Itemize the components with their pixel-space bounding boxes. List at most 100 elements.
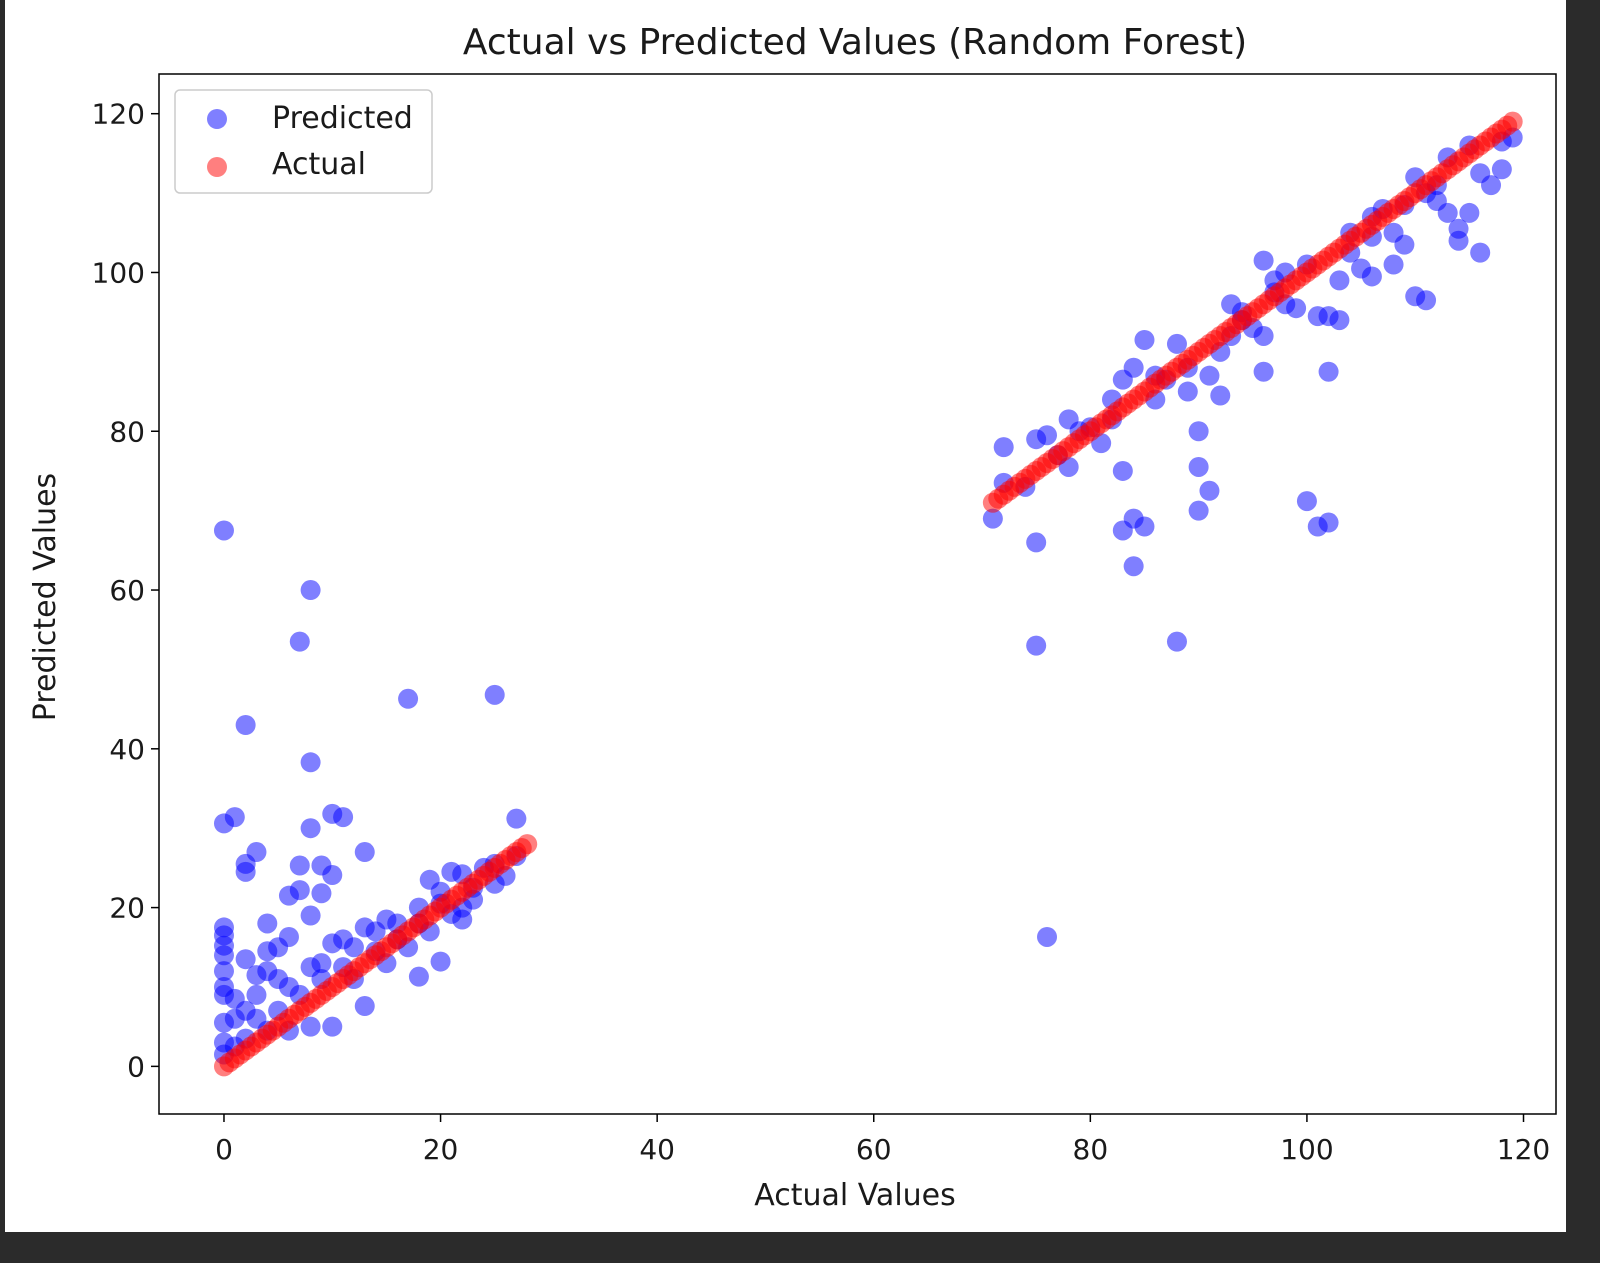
predicted-point-63 — [354, 996, 375, 1017]
predicted-point-17 — [289, 855, 310, 876]
predicted-point-1 — [300, 580, 321, 601]
chart-figure: Actual vs Predicted Values (Random Fores… — [5, 0, 1566, 1232]
predicted-point-86 — [246, 984, 267, 1005]
predicted-point-148 — [1394, 234, 1415, 255]
predicted-point-4 — [398, 688, 419, 709]
predicted-point-134 — [1296, 491, 1317, 512]
predicted-point-113 — [1112, 520, 1133, 541]
predicted-point-75 — [246, 1008, 267, 1029]
predicted-point-14 — [354, 842, 375, 863]
predicted-point-21 — [278, 885, 299, 906]
predicted-point-150 — [1416, 290, 1437, 311]
predicted-point-101 — [1037, 425, 1058, 446]
x-axis: 0 20 40 60 80 100 120 — [215, 1114, 1550, 1166]
predicted-point-137 — [1318, 361, 1339, 382]
predicted-point-119 — [1177, 381, 1198, 402]
y-tick-label: 120 — [92, 98, 145, 131]
predicted-point-108 — [1123, 357, 1144, 378]
predicted-point-36 — [278, 926, 299, 947]
legend: Predicted Actual — [174, 89, 433, 194]
predicted-point-19 — [322, 865, 343, 886]
predicted-point-3 — [235, 714, 256, 735]
predicted-point-8 — [224, 807, 245, 828]
y-tick-label: 80 — [109, 415, 145, 448]
predicted-point-161 — [1491, 159, 1512, 180]
scatter-chart: Actual vs Predicted Values (Random Fores… — [28, 22, 1557, 1213]
predicted-point-16 — [235, 861, 256, 882]
predicted-point-121 — [1188, 456, 1209, 477]
actual-point-56 — [517, 834, 538, 855]
legend-marker-actual — [207, 157, 227, 177]
x-tick-label: 0 — [215, 1133, 233, 1166]
predicted-point-48 — [365, 921, 386, 942]
predicted-point-23 — [300, 905, 321, 926]
predicted-point-156 — [1448, 218, 1469, 239]
predicted-point-94 — [993, 437, 1014, 458]
predicted-point-141 — [1329, 270, 1350, 291]
predicted-point-27 — [213, 945, 234, 966]
predicted-point-62 — [408, 966, 429, 987]
predicted-point-0 — [213, 520, 234, 541]
y-axis-label: Predicted Values — [28, 473, 63, 721]
y-tick-label: 100 — [92, 256, 145, 289]
predicted-point-158 — [1470, 242, 1491, 263]
predicted-point-114 — [1123, 556, 1144, 577]
predicted-point-130 — [1253, 361, 1274, 382]
predicted-point-22 — [311, 883, 332, 904]
predicted-point-122 — [1199, 480, 1220, 501]
predicted-point-6 — [300, 752, 321, 773]
predicted-point-28 — [213, 961, 234, 982]
predicted-point-117 — [1166, 333, 1187, 354]
y-tick-label: 20 — [109, 892, 145, 925]
y-tick-label: 0 — [127, 1050, 145, 1083]
predicted-point-157 — [1459, 202, 1480, 223]
predicted-point-136 — [1318, 512, 1339, 533]
predicted-point-129 — [1253, 250, 1274, 271]
legend-box — [174, 89, 433, 194]
predicted-point-39 — [246, 965, 267, 986]
predicted-point-87 — [278, 976, 299, 997]
predicted-point-98 — [1026, 532, 1047, 553]
predicted-point-12 — [506, 808, 527, 829]
x-tick-label: 100 — [1280, 1133, 1333, 1166]
y-tick-label: 40 — [109, 733, 145, 766]
predicted-point-140 — [1329, 310, 1350, 331]
predicted-point-2 — [289, 631, 310, 652]
points-layer — [213, 111, 1523, 1077]
predicted-point-44 — [343, 937, 364, 958]
predicted-point-100 — [1037, 926, 1058, 947]
predicted-point-144 — [1361, 266, 1382, 287]
plot-area-frame — [158, 73, 1557, 1115]
predicted-point-93 — [982, 508, 1003, 529]
predicted-point-65 — [300, 1016, 321, 1037]
predicted-point-125 — [1210, 385, 1231, 406]
x-tick-label: 40 — [639, 1133, 675, 1166]
predicted-point-5 — [484, 684, 505, 705]
predicted-point-11 — [333, 807, 354, 828]
x-tick-label: 80 — [1073, 1133, 1109, 1166]
predicted-point-147 — [1383, 254, 1404, 275]
predicted-point-123 — [1188, 500, 1209, 521]
predicted-point-33 — [257, 913, 278, 934]
legend-label-predicted: Predicted — [272, 101, 413, 136]
legend-marker-predicted — [207, 109, 227, 129]
legend-label-actual: Actual — [272, 147, 366, 182]
predicted-point-64 — [322, 1016, 343, 1037]
x-tick-label: 20 — [423, 1133, 459, 1166]
predicted-point-41 — [311, 953, 332, 974]
predicted-point-120 — [1188, 421, 1209, 442]
y-axis: 0 20 40 60 80 100 120 — [92, 98, 159, 1083]
y-tick-label: 60 — [109, 574, 145, 607]
x-tick-label: 120 — [1497, 1133, 1550, 1166]
predicted-point-61 — [430, 951, 451, 972]
x-tick-label: 60 — [856, 1133, 892, 1166]
predicted-point-118 — [1166, 631, 1187, 652]
actual-point-153 — [1502, 111, 1523, 132]
predicted-point-109 — [1134, 329, 1155, 350]
chart-title: Actual vs Predicted Values (Random Fores… — [463, 22, 1247, 63]
predicted-point-112 — [1134, 516, 1155, 537]
x-axis-label: Actual Values — [754, 1178, 956, 1213]
predicted-point-99 — [1026, 635, 1047, 656]
predicted-point-160 — [1481, 175, 1502, 196]
predicted-point-124 — [1199, 365, 1220, 386]
